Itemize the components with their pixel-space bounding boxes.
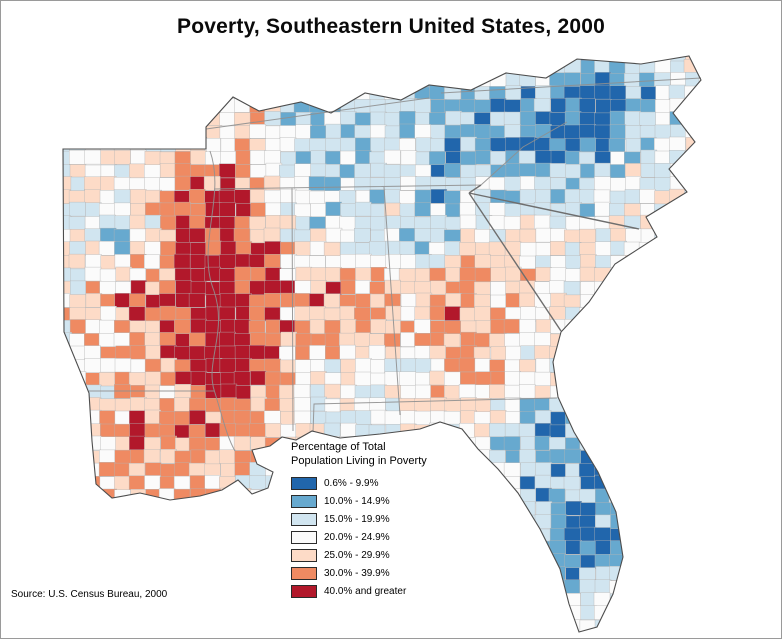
legend-swatch [291, 584, 317, 598]
legend-item-label: 25.0% - 29.9% [324, 549, 390, 561]
legend-swatch [291, 512, 317, 526]
legend-swatch [291, 494, 317, 508]
legend-swatch [291, 476, 317, 490]
legend-item-label: 10.0% - 14.9% [324, 495, 390, 507]
legend-item-label: 0.6% - 9.9% [324, 477, 379, 489]
legend-swatch [291, 566, 317, 580]
legend-title-line2: Population Living in Poverty [291, 454, 427, 467]
legend-swatch [291, 530, 317, 544]
legend-item: 30.0% - 39.9% [291, 564, 427, 582]
legend-item-label: 15.0% - 19.9% [324, 513, 390, 525]
legend-item: 40.0% and greater [291, 582, 427, 600]
legend-item: 0.6% - 9.9% [291, 474, 427, 492]
legend: Percentage of Total Population Living in… [291, 441, 427, 600]
region-outline [62, 55, 702, 633]
legend-item: 20.0% - 24.9% [291, 528, 427, 546]
legend-title: Percentage of Total Population Living in… [291, 441, 427, 468]
map-title: Poverty, Southeastern United States, 200… [177, 15, 605, 38]
legend-item: 15.0% - 19.9% [291, 510, 427, 528]
legend-swatch [291, 548, 317, 562]
legend-title-line1: Percentage of Total [291, 441, 386, 453]
legend-item-label: 20.0% - 24.9% [324, 531, 390, 543]
legend-item-label: 30.0% - 39.9% [324, 567, 390, 579]
south-carolina-border [468, 184, 640, 332]
legend-item-label: 40.0% and greater [324, 585, 407, 597]
source-note: Source: U.S. Census Bureau, 2000 [11, 589, 168, 600]
legend-item: 25.0% - 29.9% [291, 546, 427, 564]
legend-item: 10.0% - 14.9% [291, 492, 427, 510]
state-borders [89, 77, 702, 452]
